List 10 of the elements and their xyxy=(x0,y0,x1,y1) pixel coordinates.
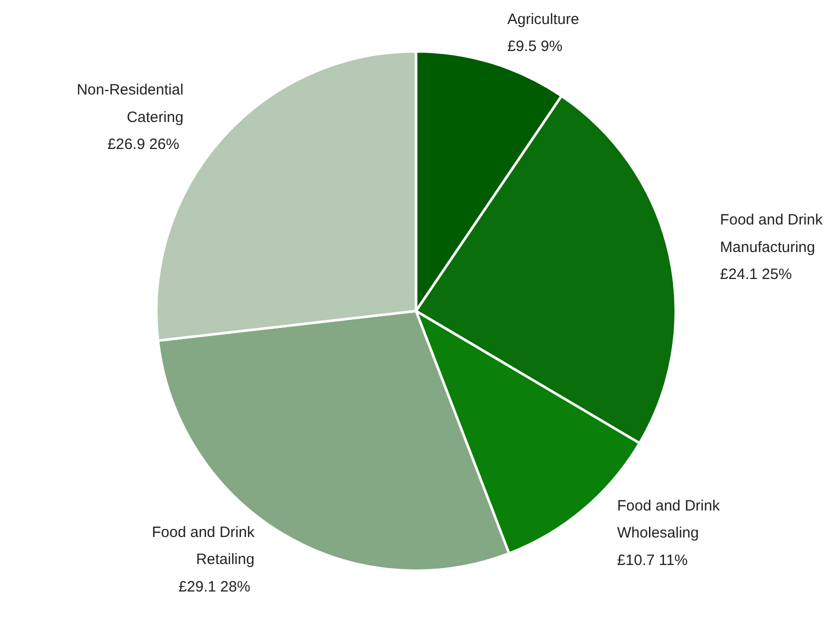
data-label: £9.5 9% xyxy=(507,38,562,56)
data-label: £29.1 28% xyxy=(178,578,250,596)
slice-label: Food and Drink Wholesaling xyxy=(617,497,720,542)
slice-label: Non-Residential Catering xyxy=(76,82,184,126)
data-label: £24.1 25% xyxy=(720,266,792,283)
slice-label: Food and Drink Retailing xyxy=(152,524,255,568)
slice-label: Food and Drink Manufacturing xyxy=(720,212,824,256)
data-label: £26.9 26% xyxy=(108,136,180,154)
slice-label: Agriculture xyxy=(507,10,580,28)
data-label: £10.7 11% xyxy=(617,552,688,569)
